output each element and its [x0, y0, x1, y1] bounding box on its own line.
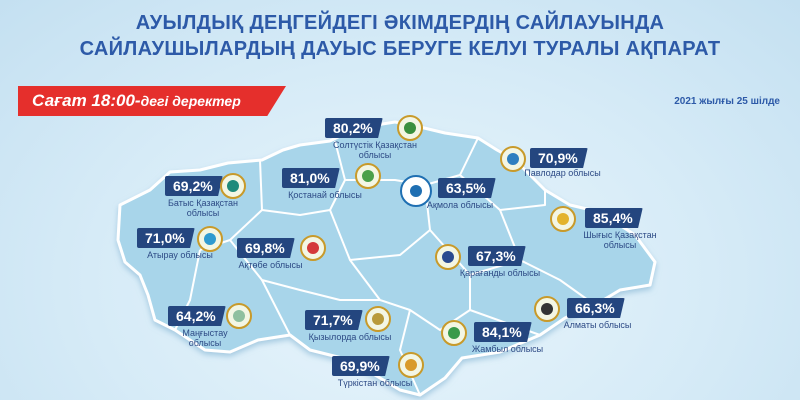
kyzylorda-emblem-inner [372, 313, 384, 325]
kostanay-emblem-inner [362, 170, 374, 182]
region-value-zhambyl: 84,1% [474, 322, 532, 342]
pavlodar-emblem-inner [507, 153, 519, 165]
region-value-east-kazakhstan: 85,4% [585, 208, 643, 228]
region-value-north-kazakhstan: 80,2% [325, 118, 383, 138]
region-value-pavlodar: 70,9% [530, 148, 588, 168]
akmola-emblem-inner [410, 185, 422, 197]
atyrau-emblem-icon [197, 226, 223, 252]
region-value-mangystau: 64,2% [168, 306, 226, 326]
time-banner: Сағат 18:00-дегі деректер [18, 86, 286, 116]
region-value-west-kazakhstan: 69,2% [165, 176, 223, 196]
akmola-emblem-icon [400, 175, 432, 207]
region-name-zhambyl: Жамбыл облысы [471, 344, 544, 354]
mangystau-emblem-inner [233, 310, 245, 322]
zhambyl-emblem-icon [441, 320, 467, 346]
zhambyl-emblem-inner [448, 327, 460, 339]
page-title: АУЫЛДЫҚ ДЕҢГЕЙДЕГІ ӘКІМДЕРДІҢ САЙЛАУЫНДА… [0, 10, 800, 62]
mangystau-emblem-icon [226, 303, 252, 329]
region-name-turkistan: Түркістан облысы [337, 378, 413, 388]
region-value-kyzylorda: 71,7% [305, 310, 363, 330]
banner-suffix: дегі деректер [140, 93, 241, 109]
east-kazakhstan-emblem-inner [557, 213, 569, 225]
region-name-mangystau: Маңғыстау облысы [182, 328, 228, 348]
region-value-karaganda: 67,3% [468, 246, 526, 266]
region-name-almaty: Алматы облысы [563, 320, 632, 330]
kostanay-emblem-icon [355, 163, 381, 189]
region-value-turkistan: 69,9% [332, 356, 390, 376]
aktobe-emblem-icon [300, 235, 326, 261]
turkistan-emblem-icon [398, 352, 424, 378]
date-label: 2021 жылғы 25 шілде [674, 96, 780, 107]
region-name-aktobe: Ақтөбе облысы [238, 260, 303, 270]
north-kazakhstan-emblem-inner [404, 122, 416, 134]
turkistan-emblem-inner [405, 359, 417, 371]
east-kazakhstan-emblem-icon [550, 206, 576, 232]
region-value-akmola: 63,5% [438, 178, 496, 198]
region-name-kyzylorda: Қызылорда облысы [308, 332, 392, 342]
region-name-kostanay: Қостанай облысы [288, 190, 362, 200]
region-name-atyrau: Атырау облысы [147, 250, 213, 260]
region-value-atyrau: 71,0% [137, 228, 195, 248]
kyzylorda-emblem-icon [365, 306, 391, 332]
region-name-karaganda: Қарағанды облысы [459, 268, 541, 278]
region-value-almaty: 66,3% [567, 298, 625, 318]
region-name-akmola: Ақмола облысы [426, 200, 494, 210]
pavlodar-emblem-icon [500, 146, 526, 172]
title-line-2: САЙЛАУШЫЛАРДЫҢ ДАУЫС БЕРУГЕ КЕЛУІ ТУРАЛЫ… [79, 38, 721, 60]
region-name-north-kazakhstan: Солтүстік Қазақстан облысы [333, 140, 417, 160]
region-name-west-kazakhstan: Батыс Қазақстан облысы [167, 198, 239, 218]
region-value-kostanay: 81,0% [282, 168, 340, 188]
region-value-aktobe: 69,8% [237, 238, 295, 258]
aktobe-emblem-inner [307, 242, 319, 254]
karaganda-emblem-inner [442, 251, 454, 263]
karaganda-emblem-icon [435, 244, 461, 270]
banner-time: Сағат 18:00- [32, 91, 141, 110]
west-kazakhstan-emblem-inner [227, 180, 239, 192]
west-kazakhstan-emblem-icon [220, 173, 246, 199]
region-name-pavlodar: Павлодар облысы [524, 168, 601, 178]
north-kazakhstan-emblem-icon [397, 115, 423, 141]
title-line-1: АУЫЛДЫҚ ДЕҢГЕЙДЕГІ ӘКІМДЕРДІҢ САЙЛАУЫНДА [135, 12, 665, 34]
atyrau-emblem-inner [204, 233, 216, 245]
almaty-emblem-icon [534, 296, 560, 322]
region-name-east-kazakhstan: Шығыс Қазақстан облысы [583, 230, 657, 250]
almaty-emblem-inner [541, 303, 553, 315]
